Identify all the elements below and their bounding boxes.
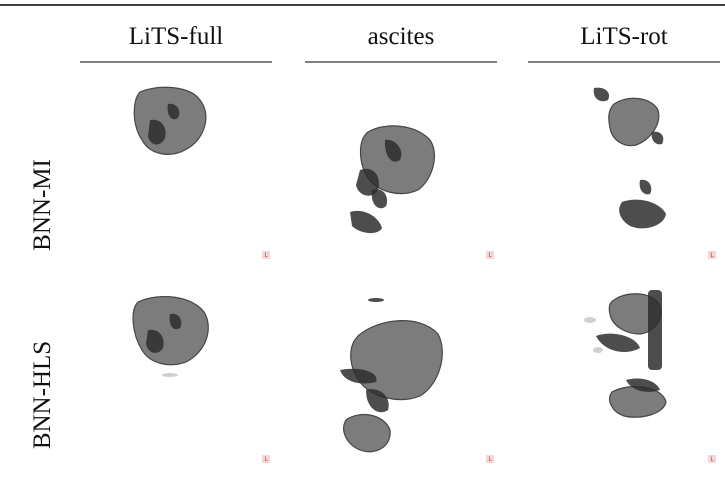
rendering xyxy=(350,126,434,233)
rendering xyxy=(133,297,208,377)
orientation-marker: L xyxy=(262,251,270,259)
rendering xyxy=(594,88,666,229)
orientation-marker: L xyxy=(486,455,494,463)
orientation-marker: L xyxy=(486,251,494,259)
column-header: LiTS-full xyxy=(129,23,223,50)
rendering xyxy=(134,87,206,154)
rendering xyxy=(584,290,666,417)
rendering xyxy=(340,298,442,452)
column-header: ascites xyxy=(368,23,435,50)
page: {"columns": ["LiTS-full", "ascites", "Li… xyxy=(0,0,725,482)
figure: LiTS-full ascites LiTS-rot BNN-MI BNN-HL… xyxy=(0,0,725,482)
orientation-marker: L xyxy=(708,251,716,259)
column-header: LiTS-rot xyxy=(580,23,668,50)
row-label: BNN-HLS xyxy=(29,341,56,449)
orientation-marker: L xyxy=(262,455,270,463)
orientation-marker: L xyxy=(708,455,716,463)
row-label: BNN-MI xyxy=(29,159,56,251)
